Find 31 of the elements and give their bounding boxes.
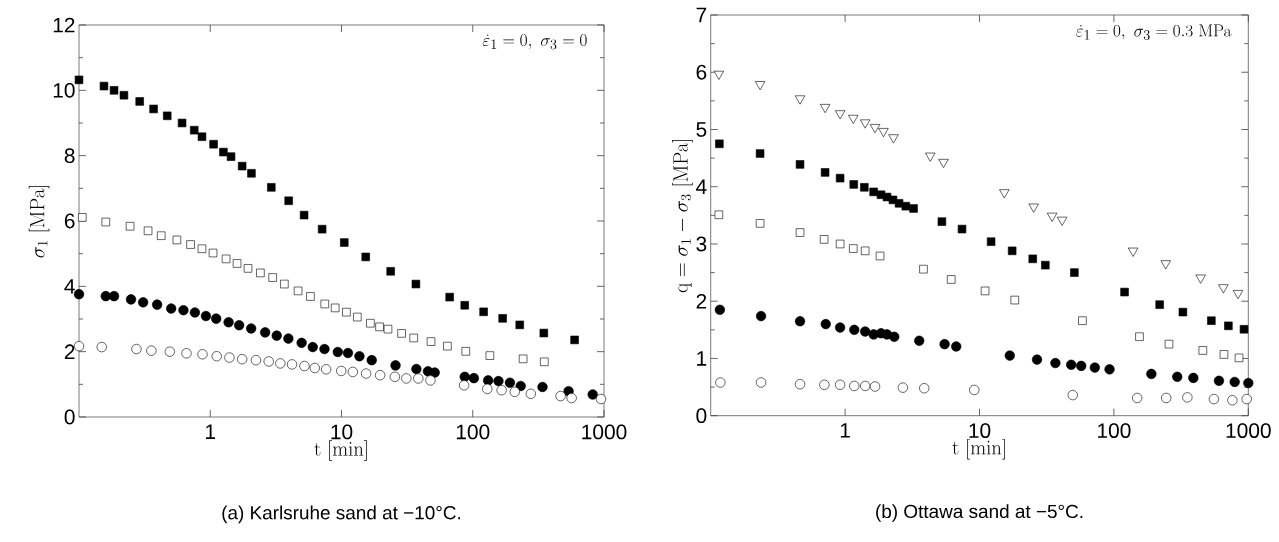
y-tick-label: 1 <box>697 351 707 366</box>
y-tick-label: 4 <box>64 279 75 294</box>
x-tick-label: 1 <box>840 423 850 438</box>
y-axis-title: $\mathrm{q} = \sigma_1 - \sigma_3\ [\mathrm{MPa}]$ <box>672 139 693 293</box>
y-tick-label: 0 <box>64 409 75 425</box>
annotation: $\dot{\varepsilon}_1 = 0,\ \sigma_3 = 0.3\ \mathrm{MPa}$ <box>1076 24 1232 40</box>
annotation: $\dot{\varepsilon}_1 = 0,\ \sigma_3 = 0$ <box>482 34 587 50</box>
y-tick-label: 12 <box>53 17 75 33</box>
y-tick-label: 10 <box>53 82 75 98</box>
x-tick-label: 10 <box>969 423 991 439</box>
y-tick-label: 4 <box>696 179 707 194</box>
y-tick-label: 6 <box>696 64 707 80</box>
y-tick-label: 5 <box>696 122 707 137</box>
y-axis-title: $\sigma_1\ [\mathrm{MPa}]$ <box>28 185 50 258</box>
y-tick-label: 2 <box>696 293 707 309</box>
x-tick-label: 100 <box>456 424 490 440</box>
y-tick-label: 2 <box>64 344 75 359</box>
text: (a) Karlsruhe sand at −10°C. <box>222 505 461 524</box>
y-tick-label: 0 <box>696 408 707 424</box>
x-tick-label: 10 <box>331 424 353 440</box>
x-axis-title: $\mathrm{t}\ [\mathrm{min}]$ <box>314 440 367 461</box>
y-tick-label: 7 <box>696 7 707 23</box>
x-tick-label: 1000 <box>1226 423 1271 439</box>
x-tick-label: 100 <box>1098 423 1131 439</box>
y-tick-label: 8 <box>64 148 75 164</box>
x-axis-title: $\mathrm{t}\ [\mathrm{min}]$ <box>952 438 1005 460</box>
x-tick-label: 1000 <box>582 424 627 440</box>
y-tick-label: 3 <box>696 236 707 252</box>
y-tick-label: 6 <box>64 213 75 229</box>
text: (b) Ottawa sand at −5°C. <box>876 504 1083 522</box>
x-tick-label: 1 <box>206 424 216 439</box>
